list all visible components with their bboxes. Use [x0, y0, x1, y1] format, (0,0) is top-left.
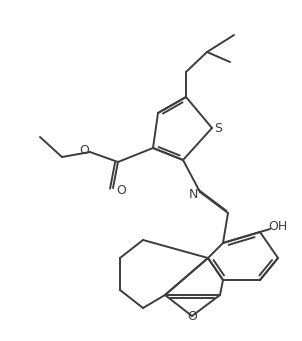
- Text: O: O: [116, 184, 126, 197]
- Text: O: O: [187, 310, 197, 323]
- Text: O: O: [79, 144, 89, 157]
- Text: N: N: [188, 189, 198, 202]
- Text: OH: OH: [268, 221, 288, 234]
- Text: S: S: [214, 121, 222, 134]
